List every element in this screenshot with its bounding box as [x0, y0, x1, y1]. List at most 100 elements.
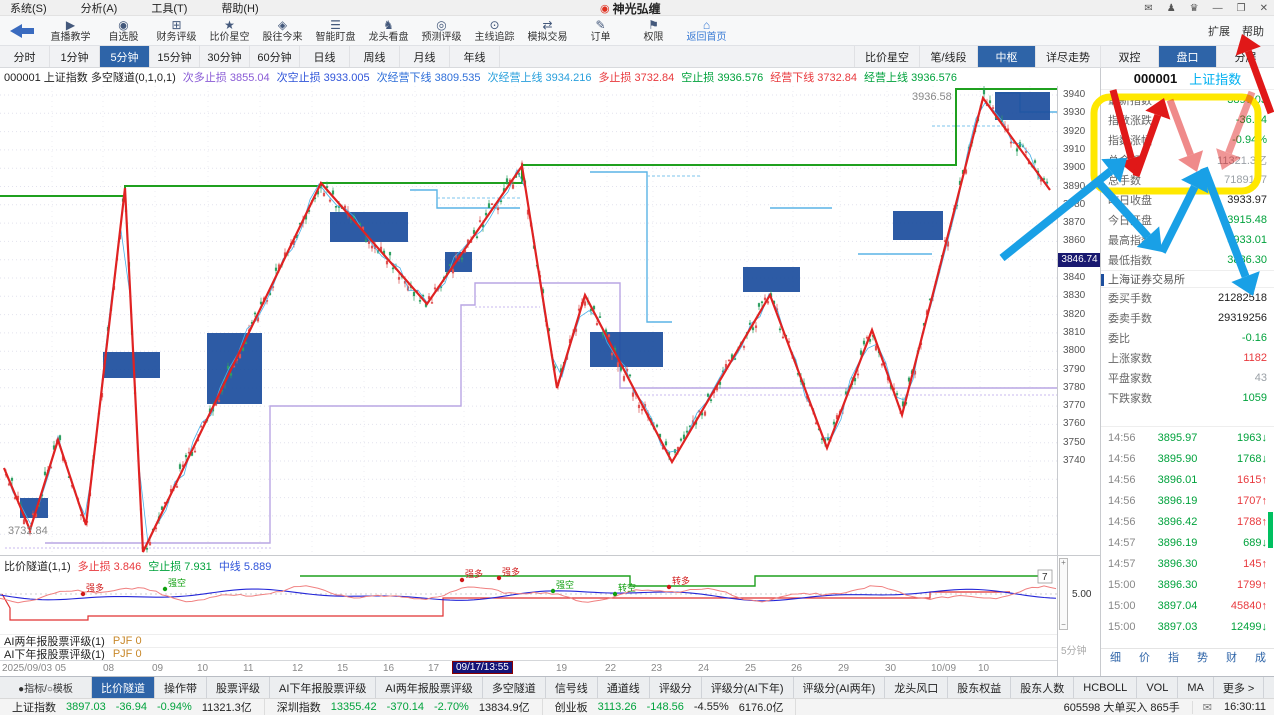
tick-row[interactable]: 14:56 3896.42 1788↑ [1108, 515, 1267, 528]
toolbar-item-stock-past-present[interactable]: ◈ 股往今来 [262, 17, 303, 43]
zoom-slider[interactable]: + − [1059, 558, 1068, 630]
big-order-ticker[interactable]: 605598 大单买入 865手 [1063, 702, 1180, 714]
timeframe-tab-15分钟[interactable]: 15分钟 [150, 46, 200, 67]
mail-icon[interactable]: ✉ [1144, 2, 1153, 14]
bottom-tab-HCBOLL[interactable]: HCBOLL [1074, 677, 1138, 698]
menu-系统(S)[interactable]: 系统(S) [10, 2, 47, 15]
timeframe-tab-30分钟[interactable]: 30分钟 [200, 46, 250, 67]
link-帮助[interactable]: 帮助 [1242, 25, 1264, 38]
toolbar-item-orders[interactable]: ✎ 订单 [590, 17, 611, 43]
view-tab-比价星空[interactable]: 比价星空 [854, 46, 919, 67]
selected-date-badge[interactable]: 09/17/13:55 [452, 661, 513, 674]
view-tab-笔/线段[interactable]: 笔/线段 [919, 46, 977, 67]
tick-row[interactable]: 15:00 3897.03 12499↓ [1108, 620, 1267, 633]
timeframe-tab-周线[interactable]: 周线 [350, 46, 400, 67]
indicator-param-次多止损: 次多止损 3855.04 [182, 72, 270, 84]
stock-past-present-icon: ◈ [277, 17, 288, 32]
mini-tab-指[interactable]: 指 [1168, 652, 1179, 664]
minimize-icon[interactable]: — [1212, 2, 1223, 14]
trophy-icon[interactable]: ♛ [1189, 2, 1199, 14]
tick-row[interactable]: 14:57 3896.19 689↓ [1108, 536, 1267, 549]
indicator-param-次空止损: 次空止损 3933.005 [276, 72, 370, 84]
timeframe-tab-年线[interactable]: 年线 [450, 46, 500, 67]
bottom-tab-通道线[interactable]: 通道线 [598, 677, 650, 698]
menu-分析(A)[interactable]: 分析(A) [80, 2, 118, 15]
main-chart[interactable]: 3936.58 3732.84 [0, 85, 1057, 555]
toolbar-item-permissions[interactable]: ⚑ 权限 [643, 17, 664, 43]
y-axis-label: 3880 [1063, 198, 1086, 210]
bottom-tab-股东人数[interactable]: 股东人数 [1011, 677, 1075, 698]
tick-scrollbar[interactable] [1268, 512, 1273, 548]
tick-row[interactable]: 15:00 3896.30 1799↑ [1108, 578, 1267, 591]
timeframe-tab-日线[interactable]: 日线 [300, 46, 350, 67]
main-chart-canvas: 3936.58 3732.84 [0, 85, 1057, 555]
orders-icon: ✎ [595, 17, 606, 32]
indicator-template-toggle[interactable]: ●指标/○模板 [0, 677, 92, 698]
quote-panel-header[interactable]: 000001 上证指数 [1101, 68, 1274, 90]
bottom-tab-更多 >[interactable]: 更多 > [1214, 677, 1265, 698]
bottom-tab-股东权益[interactable]: 股东权益 [948, 677, 1012, 698]
toolbar-item-price-compare-sky[interactable]: ★ 比价星空 [209, 17, 250, 43]
menu-帮助(H)[interactable]: 帮助(H) [221, 2, 259, 15]
simulated-trading-icon: ⇄ [542, 17, 553, 32]
bottom-tab-操作带[interactable]: 操作带 [155, 677, 207, 698]
tick-row[interactable]: 14:57 3896.30 145↑ [1108, 557, 1267, 570]
back-button[interactable] [0, 23, 44, 39]
title-bar: 系统(S) 分析(A) 工具(T) 帮助(H) ◉ 神光弘缠 ✉ ♟ ♛ — ❐ ✕ [0, 0, 1274, 16]
toolbar-item-mainline-track[interactable]: ⊙ 主线追踪 [474, 17, 515, 43]
bottom-tab-AI下年报股票评级[interactable]: AI下年报股票评级 [270, 677, 377, 698]
lower-indicator-pane[interactable]: 比价隧道(1,1) 多止损 3.846 空止损 7.931 中线 5.889 强多强… [0, 555, 1057, 634]
mini-tab-细[interactable]: 细 [1110, 652, 1121, 664]
toolbar-item-smart-watch[interactable]: ☰ 智能盯盘 [315, 17, 356, 43]
bottom-tab-评级分[interactable]: 评级分 [650, 677, 702, 698]
view-tab-盘口[interactable]: 盘口 [1158, 46, 1216, 67]
bottom-tab-龙头风口[interactable]: 龙头风口 [885, 677, 949, 698]
message-icon[interactable]: ✉ [1191, 700, 1212, 714]
bottom-tab-股票评级[interactable]: 股票评级 [207, 677, 270, 698]
bottom-tab-评级分(AI下年)[interactable]: 评级分(AI下年) [702, 677, 794, 698]
tick-row[interactable]: 14:56 3895.97 1963↓ [1108, 431, 1267, 444]
view-tab-详尽走势[interactable]: 详尽走势 [1035, 46, 1100, 67]
timeframe-tab-月线[interactable]: 月线 [400, 46, 450, 67]
toolbar-item-financial-rating[interactable]: ⊞ 财务评级 [156, 17, 197, 43]
menu-工具(T)[interactable]: 工具(T) [151, 2, 188, 15]
tick-row[interactable]: 14:56 3896.19 1707↑ [1108, 494, 1267, 507]
mini-tab-势[interactable]: 势 [1197, 652, 1208, 664]
date-tick: 2025/09/03 [2, 663, 53, 674]
tick-row[interactable]: 14:56 3896.01 1615↑ [1108, 473, 1267, 486]
bottom-tab-MA[interactable]: MA [1178, 677, 1214, 698]
toolbar-item-back-home[interactable]: ⌂ 返回首页 [686, 17, 727, 43]
timeframe-tab-1分钟[interactable]: 1分钟 [50, 46, 100, 67]
view-tab-双控[interactable]: 双控 [1100, 46, 1158, 67]
timeframe-tab-分时[interactable]: 分时 [0, 46, 50, 67]
toolbar-item-leader-watch[interactable]: ♞ 龙头看盘 [368, 17, 409, 43]
lower-indicator-header: 比价隧道(1,1) 多止损 3.846 空止损 7.931 中线 5.889 [4, 558, 271, 574]
restore-icon[interactable]: ❐ [1236, 2, 1246, 14]
bottom-tab-评级分(AI两年)[interactable]: 评级分(AI两年) [794, 677, 886, 698]
toolbar-item-forecast-rating[interactable]: ◎ 预测评级 [421, 17, 462, 43]
mini-tab-成[interactable]: 成 [1255, 652, 1266, 664]
tick-list[interactable]: 14:56 3895.97 1963↓ 14:56 3895.90 1768↓ 14:56 3… [1101, 426, 1274, 637]
link-扩展[interactable]: 扩展 [1208, 25, 1230, 38]
mini-tab-财[interactable]: 财 [1226, 652, 1237, 664]
bottom-tab-VOL[interactable]: VOL [1137, 677, 1179, 698]
close-icon[interactable]: ✕ [1259, 2, 1268, 14]
timeframe-tab-60分钟[interactable]: 60分钟 [250, 46, 300, 67]
bottom-tab-AI两年报股票评级[interactable]: AI两年报股票评级 [376, 677, 483, 698]
tick-row[interactable]: 15:00 3897.04 45840↑ [1108, 599, 1267, 612]
permissions-icon: ⚑ [648, 17, 659, 32]
user-icon[interactable]: ♟ [1166, 2, 1176, 14]
mini-tab-价[interactable]: 价 [1139, 652, 1150, 664]
toolbar-item-live-teaching[interactable]: ▶ 直播教学 [50, 17, 91, 43]
date-tick: 09 [152, 663, 164, 674]
toolbar-item-watchlist[interactable]: ◉ 自选股 [108, 17, 139, 43]
view-tab-中枢[interactable]: 中枢 [977, 46, 1035, 67]
timeframe-tab-5分钟[interactable]: 5分钟 [100, 46, 150, 67]
status-group-上证指数: 上证指数 3897.03 -36.94 -0.94% 11321.3亿 [0, 699, 265, 715]
toolbar-item-simulated-trading[interactable]: ⇄ 模拟交易 [527, 17, 568, 43]
bottom-tab-比价隧道[interactable]: 比价隧道 [92, 677, 155, 698]
tick-row[interactable]: 14:56 3895.90 1768↓ [1108, 452, 1267, 465]
view-tab-分屏[interactable]: 分屏 [1216, 46, 1274, 67]
bottom-tab-多空隧道[interactable]: 多空隧道 [483, 677, 546, 698]
bottom-tab-信号线[interactable]: 信号线 [546, 677, 598, 698]
